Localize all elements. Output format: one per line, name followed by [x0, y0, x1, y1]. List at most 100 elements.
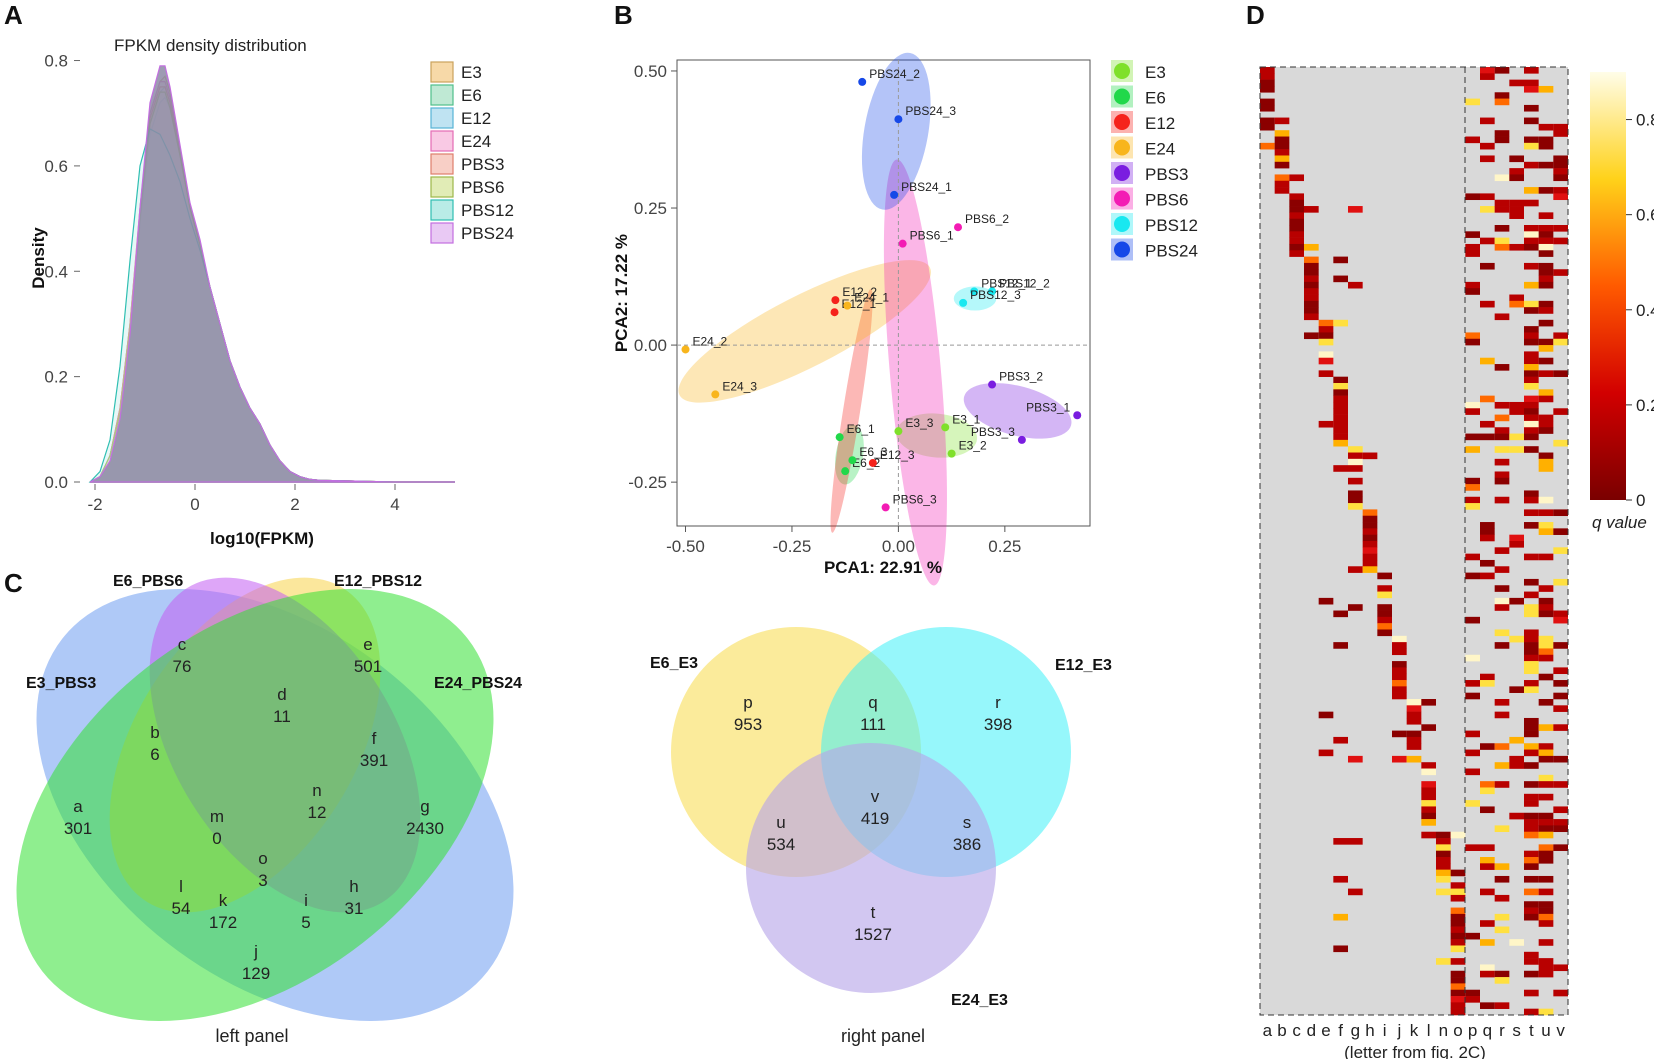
- heatmap-cell: [1524, 686, 1539, 693]
- heatmap-cell: [1524, 635, 1539, 643]
- heatmap-cell: [1524, 199, 1539, 207]
- heatmap-cell: [1524, 762, 1539, 769]
- colorbar-tick-label: 0.2: [1636, 396, 1654, 415]
- heatmap-cell: [1333, 383, 1348, 390]
- heatmap-cell: [1333, 465, 1348, 472]
- heatmap-cell: [1538, 774, 1554, 782]
- heatmap-cell: [1524, 680, 1539, 687]
- heatmap-cell: [1318, 351, 1334, 359]
- heatmap-cell: [1465, 572, 1480, 580]
- pca-point-label-e12_3: E12_3: [880, 448, 915, 462]
- heatmap-cell: [1553, 168, 1568, 175]
- pca-point-label-e3_1: E3_1: [952, 412, 980, 426]
- heatmap-cell: [1465, 136, 1480, 144]
- heatmap-cell: [1524, 553, 1539, 561]
- venn-right-region-letter-p: p: [743, 693, 752, 712]
- pca-y-tick-label: 0.25: [634, 199, 667, 218]
- heatmap-cell: [1538, 123, 1554, 131]
- pca-point-label-e3_3: E3_3: [905, 416, 933, 430]
- heatmap-cell: [1509, 939, 1524, 946]
- colorbar-title: q value: [1592, 513, 1647, 532]
- venn-right-region-letter-u: u: [776, 813, 785, 832]
- heatmap-cell: [1524, 395, 1539, 403]
- density-legend-label-e12: E12: [461, 109, 491, 128]
- heatmap-cell: [1406, 736, 1422, 744]
- heatmap-cell: [1274, 161, 1290, 169]
- heatmap-cell: [1333, 389, 1348, 396]
- density-y-tick-label: 0.0: [44, 473, 68, 492]
- heatmap-cell: [1524, 338, 1539, 346]
- venn-set-e24-e3: [746, 743, 996, 993]
- heatmap-cell: [1538, 275, 1554, 283]
- heatmap-cell: [1333, 420, 1348, 428]
- heatmap-cell: [1289, 199, 1304, 207]
- heatmap-cell: [1480, 395, 1495, 403]
- heatmap-column-label-j: j: [1396, 1021, 1401, 1040]
- heatmap-cell: [1274, 180, 1290, 188]
- heatmap-column-label-k: k: [1410, 1021, 1419, 1040]
- heatmap-cell: [1553, 528, 1568, 535]
- heatmap-cell: [1289, 250, 1304, 257]
- venn-right-region-letter-t: t: [871, 903, 876, 922]
- heatmap-cell: [1553, 819, 1568, 826]
- heatmap-column-label-c: c: [1292, 1021, 1301, 1040]
- venn-left-region-value-n: 12: [308, 803, 327, 822]
- heatmap-cell: [1509, 755, 1524, 763]
- heatmap-cell: [1538, 509, 1554, 517]
- heatmap-cell: [1274, 174, 1290, 182]
- heatmap-cell: [1538, 262, 1554, 270]
- heatmap-cell: [1524, 907, 1539, 915]
- venn-set-name-e12-pbs12: E12_PBS12: [334, 573, 422, 590]
- venn-left-region-value-i: 5: [301, 913, 310, 932]
- heatmap-cell: [1538, 819, 1554, 826]
- heatmap-cell: [1524, 401, 1539, 409]
- heatmap-cell: [1362, 515, 1378, 523]
- pca-point-label-e6_1: E6_1: [847, 422, 875, 436]
- heatmap-cell: [1318, 370, 1334, 377]
- heatmap-cell: [1509, 686, 1524, 693]
- heatmap-cell: [1377, 572, 1392, 580]
- heatmap-cell: [1524, 161, 1539, 169]
- heatmap-cell: [1289, 174, 1304, 182]
- heatmap-cell: [1304, 262, 1319, 270]
- pca-point-pbs3_1: [1073, 411, 1082, 420]
- heatmap-cell: [1524, 958, 1539, 965]
- heatmap-cell: [1494, 597, 1510, 605]
- heatmap-cell: [1494, 433, 1510, 441]
- pca-point-label-pbs6_3: PBS6_3: [893, 492, 937, 506]
- pca-legend-dot-e6: [1114, 88, 1130, 105]
- heatmap-cell: [1421, 768, 1436, 776]
- heatmap-cell: [1377, 604, 1392, 611]
- heatmap-cell: [1524, 831, 1539, 839]
- heatmap-cell: [1436, 838, 1451, 845]
- heatmap-cell: [1538, 597, 1554, 605]
- heatmap-cell: [1524, 446, 1539, 453]
- heatmap-cell: [1538, 338, 1554, 346]
- heatmap-cell: [1494, 825, 1510, 833]
- heatmap-cell: [1553, 332, 1568, 340]
- heatmap-cell: [1509, 408, 1524, 415]
- heatmap-cell: [1524, 364, 1539, 371]
- venn-left-region-value-a: 301: [64, 819, 92, 838]
- heatmap-cell: [1538, 793, 1554, 801]
- heatmap-cell: [1553, 610, 1568, 618]
- heatmap-cell: [1494, 414, 1510, 422]
- pca-ellipse-pbs6: [883, 159, 947, 586]
- heatmap-cell: [1450, 1002, 1466, 1009]
- venn-left-region-value-b: 6: [150, 745, 159, 764]
- heatmap-cell: [1524, 578, 1539, 586]
- heatmap-cell: [1436, 869, 1451, 877]
- pca-point-label-pbs24_1: PBS24_1: [901, 180, 952, 194]
- heatmap-cell: [1333, 414, 1348, 422]
- heatmap-cell: [1465, 401, 1480, 409]
- heatmap-cell: [1465, 749, 1480, 757]
- heatmap-cell: [1318, 597, 1334, 605]
- heatmap-cell: [1289, 206, 1304, 213]
- heatmap-cell: [1538, 604, 1554, 611]
- heatmap-cell: [1465, 654, 1480, 662]
- venn-left-region-letter-c: c: [178, 635, 187, 654]
- heatmap-cell: [1465, 932, 1480, 940]
- pca-ellipse-e12: [830, 289, 873, 533]
- heatmap-cell: [1494, 427, 1510, 434]
- heatmap-cell: [1538, 300, 1554, 308]
